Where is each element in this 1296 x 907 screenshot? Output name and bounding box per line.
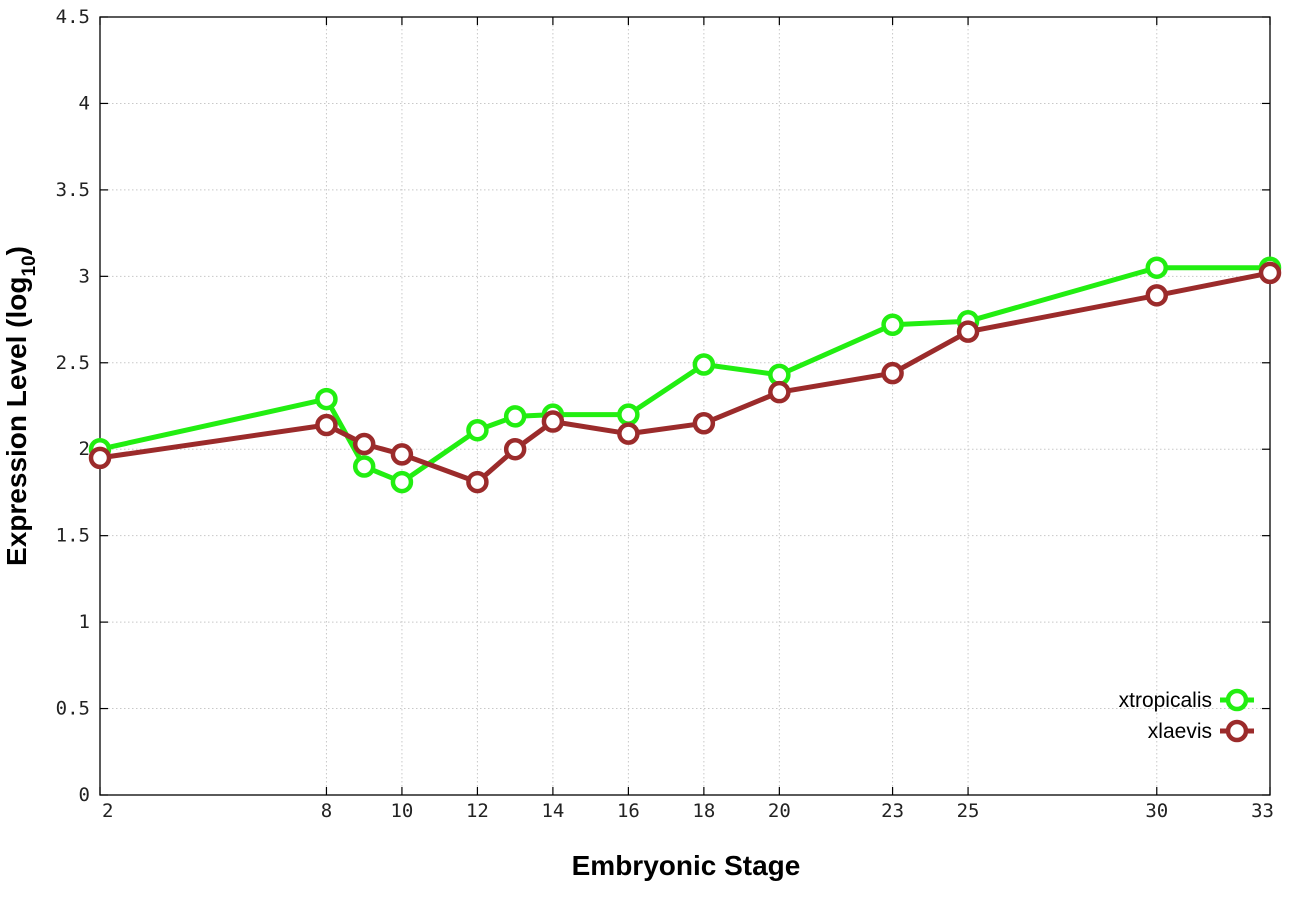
data-point-xlaevis [768,380,791,404]
series-line-xtropicalis [99,265,1270,485]
data-point-xlaevis [503,437,527,461]
x-axis-title: Embryonic Stage [572,850,801,881]
grid-layer [100,17,1270,795]
data-point-xlaevis [956,320,980,343]
data-point-xtropicalis [352,455,376,478]
y-axis-title-subscript: 10 [19,255,40,276]
data-point-xlaevis [466,470,489,494]
y-tick-label: 3.5 [56,179,90,201]
data-point-xlaevis [881,361,904,385]
data-point-xtropicalis [503,405,527,428]
x-tick-label: 20 [768,800,791,822]
data-point-xtropicalis [1145,256,1169,279]
ticks-layer: 0 0.5 1 1.5 2 2.5 3 3.5 4 4.5 2 8 10 12 14 16 18 20 23 25 30… [56,6,1274,822]
x-tick-label: 12 [466,800,489,822]
y-tick-label: 0.5 [56,698,90,720]
x-tick-label: 30 [1145,800,1168,822]
data-point-xlaevis [88,446,112,470]
legend-label: xtropicalis [1119,689,1212,712]
data-point-xlaevis [315,413,338,437]
x-tick-label: 14 [541,800,564,822]
data-point-xlaevis [617,422,640,445]
legend-item-xlaevis: xlaevis [1148,719,1254,743]
legend-label: xlaevis [1148,720,1212,743]
x-tick-label: 2 [102,800,113,822]
y-tick-label: 3 [79,265,90,287]
plot-frame [99,16,1271,796]
data-point-xlaevis [692,412,716,435]
data-point-xlaevis [390,443,414,466]
data-point-xtropicalis [617,403,640,426]
series-layer [88,256,1282,494]
y-axis-title-main: Expression Level (log [1,277,32,566]
series-xlaevis [88,261,1282,494]
data-point-xtropicalis [466,418,489,442]
y-tick-label: 2 [79,438,90,460]
data-point-xlaevis [1145,284,1169,307]
y-tick-label: 0 [79,784,90,806]
legend: xtropicalis xlaevis [1119,688,1254,743]
x-tick-label: 10 [390,800,413,822]
y-axis-title-close: ) [1,246,32,255]
y-tick-label: 1 [79,611,90,633]
data-point-xtropicalis [390,470,414,494]
data-point-xlaevis [1258,261,1282,285]
x-tick-label: 23 [881,800,904,822]
x-tick-label: 33 [1251,800,1274,822]
data-point-xlaevis [352,432,376,456]
y-axis-title: Expression Level (log10) [1,246,40,566]
series-xtropicalis [88,256,1282,494]
data-point-xtropicalis [881,313,904,336]
x-tick-label: 25 [957,800,980,822]
x-tick-label: 8 [321,800,332,822]
legend-swatch-marker [1225,719,1249,743]
x-tick-label: 16 [617,800,640,822]
y-tick-label: 2.5 [56,352,90,374]
data-point-xtropicalis [315,387,338,411]
data-point-xtropicalis [692,353,716,376]
x-tick-label: 18 [692,800,715,822]
legend-item-xtropicalis: xtropicalis [1119,688,1254,712]
data-point-xlaevis [541,410,565,433]
legend-swatch-marker [1225,688,1249,712]
y-tick-label: 4.5 [56,6,90,28]
y-tick-label: 4 [79,92,90,114]
y-tick-label: 1.5 [56,525,90,547]
